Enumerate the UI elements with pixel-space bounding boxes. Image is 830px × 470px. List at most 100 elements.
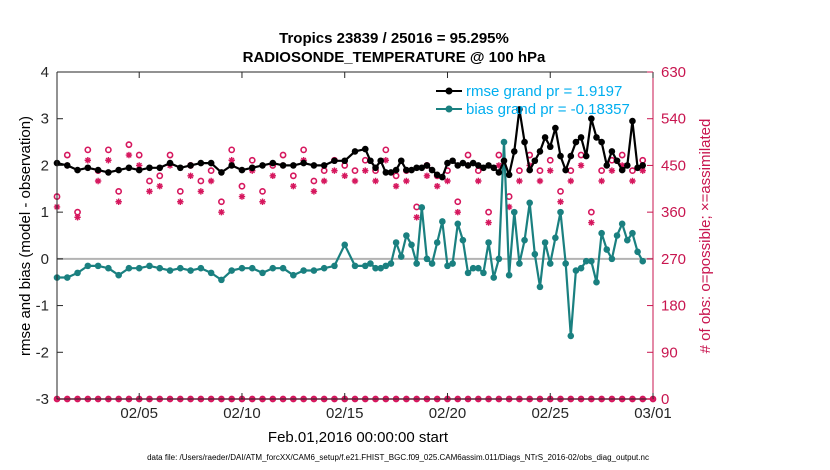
bias-point <box>634 248 641 256</box>
x-axis-label: Feb.01,2016 00:00:00 start <box>268 429 449 446</box>
assimilated-obs-point <box>577 162 585 169</box>
possible-obs-point <box>207 167 215 175</box>
possible-obs-point <box>598 167 606 175</box>
rmse-point <box>577 134 585 141</box>
assimilated-obs-point <box>197 188 205 195</box>
possible-obs-point <box>557 187 564 195</box>
assimilated-star-mark <box>341 172 348 180</box>
rmse-point <box>361 145 369 153</box>
rmse-point <box>608 148 616 155</box>
assimilated-star-mark <box>177 198 184 205</box>
bias-point <box>433 239 441 246</box>
rmse-point <box>218 169 225 176</box>
rmse-point <box>372 164 379 172</box>
assimilated-obs-point <box>310 188 318 195</box>
rmse-point <box>490 164 498 172</box>
legend-bias-marker <box>445 105 453 113</box>
chart-title: Tropics 23839 / 25016 = 95.295% <box>279 30 509 47</box>
rmse-point <box>439 173 446 181</box>
assimilated-star-mark <box>146 188 153 195</box>
assimilated-star-mark <box>218 208 225 216</box>
y2-tick-label: 90 <box>661 344 678 361</box>
rmse-point <box>485 162 492 169</box>
possible-obs-point <box>156 172 164 180</box>
rmse-point <box>480 164 487 172</box>
bias-point <box>74 269 81 277</box>
assimilated-obs-point <box>598 177 605 185</box>
rmse-point <box>135 166 143 174</box>
assimilated-obs-point <box>382 157 390 164</box>
x-tick-label: 02/05 <box>120 405 158 422</box>
assimilated-star-mark <box>320 177 328 185</box>
assimilated-star-mark <box>125 151 133 159</box>
possible-obs-point <box>84 146 92 154</box>
assimilated-obs-point <box>269 172 276 180</box>
rmse-point <box>166 159 174 167</box>
bias-point <box>588 257 595 265</box>
possible-obs-point <box>536 167 544 175</box>
rmse-point <box>449 157 456 165</box>
bias-point <box>624 236 631 244</box>
assimilated-star-mark <box>156 182 163 190</box>
assimilated-star-mark <box>588 219 595 226</box>
assimilated-obs-point <box>444 177 451 185</box>
assimilated-obs-point <box>505 203 513 211</box>
possible-obs-point <box>587 208 595 216</box>
bias-point <box>367 260 374 267</box>
bias-point <box>238 264 246 272</box>
axes-layer: 02/05 02/10 02/15 02/20 02/25 03/01 -3 -2 -1 0 1 2 3… <box>36 64 686 422</box>
assimilated-obs-point <box>94 177 102 185</box>
rmse-point <box>351 148 359 155</box>
rmse-point <box>279 162 287 169</box>
assimilated-star-mark <box>94 177 102 185</box>
rmse-point <box>187 162 194 169</box>
bias-point <box>521 236 528 244</box>
assimilated-star-mark <box>423 172 431 180</box>
assimilated-obs-point <box>351 177 359 185</box>
assimilated-obs-point <box>177 198 184 205</box>
rmse-point <box>510 148 518 155</box>
assimilated-obs-point <box>218 208 225 216</box>
bias-point <box>156 264 164 272</box>
rmse-point <box>94 166 102 174</box>
rmse-point <box>177 164 184 172</box>
bias-point <box>485 239 492 246</box>
bias-point <box>603 246 611 253</box>
y-tick-label: 4 <box>41 64 49 81</box>
possible-obs-point <box>629 167 636 175</box>
rmse-point <box>290 162 297 169</box>
rmse-point <box>531 157 539 165</box>
assimilated-obs-point <box>105 157 112 164</box>
bias-point <box>469 264 477 272</box>
rmse-point <box>598 138 605 146</box>
bias-point <box>464 269 472 277</box>
bias-point <box>382 262 390 270</box>
y2-tick-label: 180 <box>661 298 686 315</box>
assimilated-star-mark <box>485 219 492 226</box>
rmse-point <box>454 162 462 169</box>
bias-point <box>500 138 508 146</box>
bias-point <box>197 264 205 272</box>
rmse-point <box>156 164 164 172</box>
assimilated-star-mark <box>413 214 420 221</box>
bias-point <box>351 262 359 270</box>
x-tick-label: 02/10 <box>223 405 261 422</box>
rmse-point <box>84 164 92 172</box>
rmse-point <box>207 159 215 167</box>
rmse-point <box>516 106 523 113</box>
bias-point <box>593 278 600 286</box>
assimilated-star-mark <box>598 177 605 185</box>
rmse-point <box>300 159 307 167</box>
bias-point <box>84 262 92 270</box>
possible-obs-point <box>618 151 626 159</box>
assimilated-obs-point <box>125 151 133 159</box>
y-tick-label: -2 <box>36 344 49 361</box>
bias-point <box>418 204 426 211</box>
possible-obs-point <box>218 198 225 206</box>
assimilated-obs-point <box>228 157 235 164</box>
bias-point <box>459 236 467 244</box>
data-file-footer: data file: /Users/raeder/DAI/ATM_forcXX/… <box>147 453 649 462</box>
rmse-point <box>541 134 549 141</box>
assimilated-obs-point <box>146 188 153 195</box>
bias-point <box>361 262 369 270</box>
